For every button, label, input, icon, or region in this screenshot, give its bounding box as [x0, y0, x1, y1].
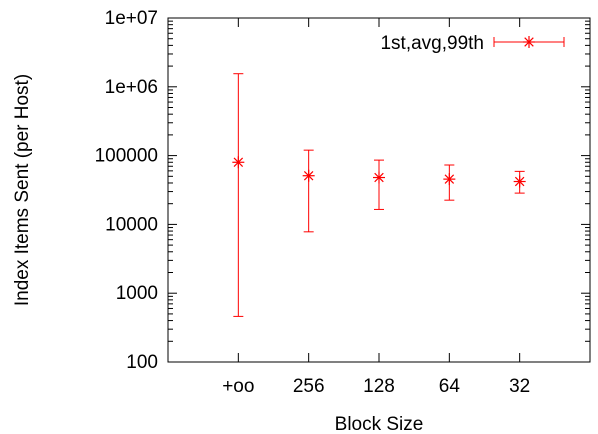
errorbar-point — [443, 164, 456, 201]
marker-stroke — [514, 176, 525, 187]
y-tick-label: 1000 — [116, 283, 158, 304]
y-tick-label: 1e+06 — [105, 77, 158, 98]
x-tick-label: 64 — [439, 376, 461, 397]
avg-marker — [513, 175, 526, 188]
x-tick-label: +oo — [222, 376, 254, 397]
errorbar-point — [302, 149, 315, 233]
errorbar-point — [373, 159, 385, 210]
y-tick-label: 1e+07 — [105, 8, 158, 29]
errorbar-point — [513, 170, 526, 194]
avg-marker — [302, 169, 315, 182]
x-tick-label: 32 — [509, 376, 530, 397]
y-tick-label: 100000 — [95, 146, 158, 167]
marker-stroke — [444, 174, 455, 184]
errorbar-point — [232, 73, 245, 317]
legend-label: 1st,avg,99th — [380, 33, 484, 54]
marker-stroke — [524, 37, 534, 47]
avg-marker — [443, 173, 456, 186]
avg-marker — [373, 171, 385, 184]
marker-stroke — [374, 172, 384, 183]
x-axis-label: Block Size — [335, 414, 424, 434]
x-tick-label: 128 — [363, 376, 395, 397]
y-tick-label: 100 — [126, 352, 158, 373]
legend-marker — [523, 36, 535, 48]
y-tick-label: 10000 — [105, 214, 158, 235]
marker-stroke — [303, 170, 314, 181]
avg-marker — [232, 156, 245, 169]
x-tick-label: 256 — [293, 376, 325, 397]
marker-stroke — [233, 157, 244, 168]
y-axis-label: Index Items Sent (per Host) — [12, 74, 33, 306]
